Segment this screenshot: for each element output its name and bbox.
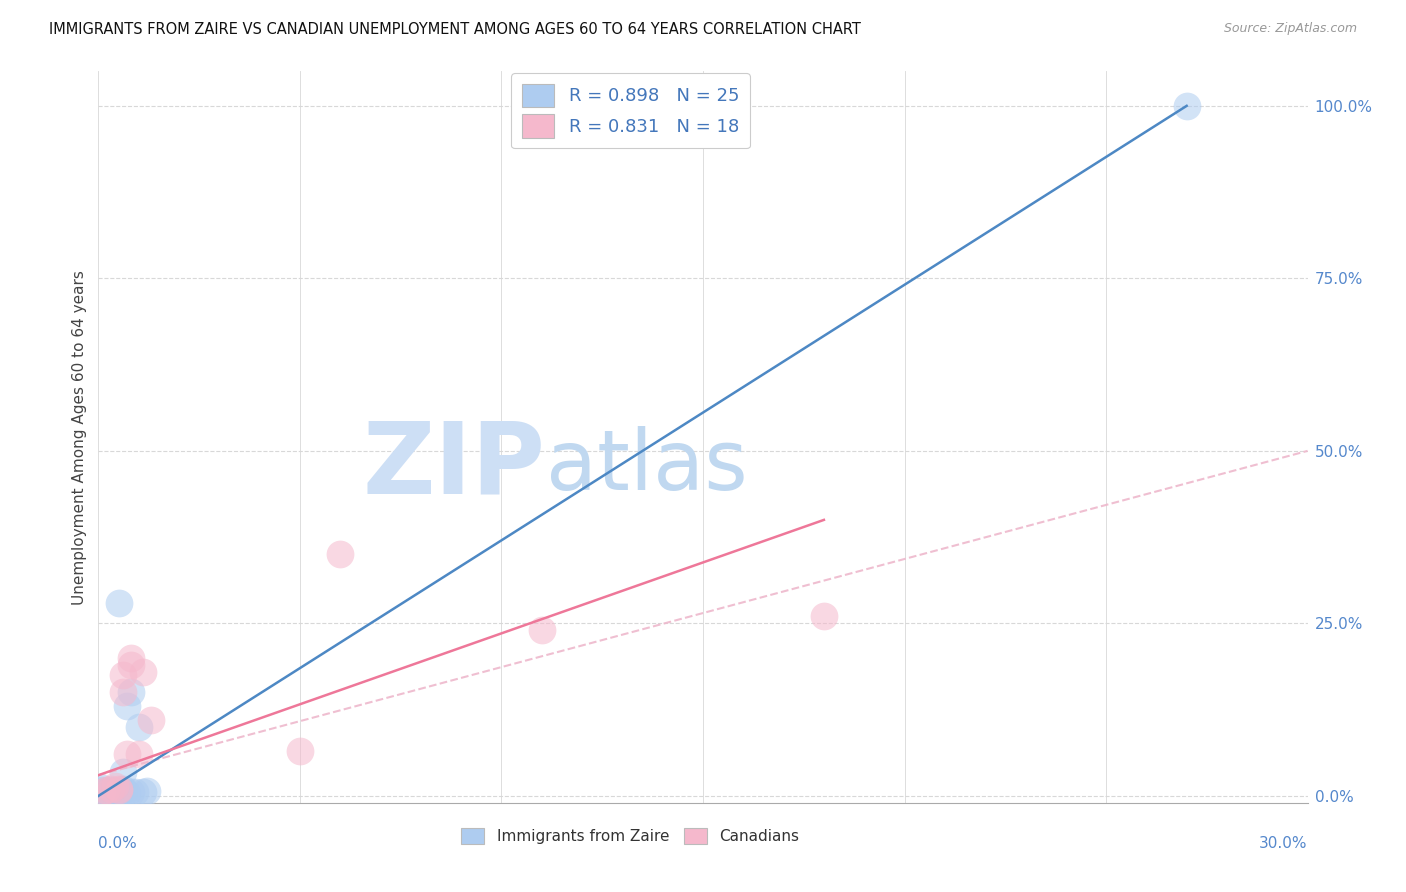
Point bbox=[91, 785, 114, 799]
Text: 0.0%: 0.0% bbox=[98, 836, 138, 851]
Legend: Immigrants from Zaire, Canadians: Immigrants from Zaire, Canadians bbox=[456, 822, 806, 850]
Point bbox=[103, 784, 125, 798]
Point bbox=[96, 785, 118, 799]
Text: IMMIGRANTS FROM ZAIRE VS CANADIAN UNEMPLOYMENT AMONG AGES 60 TO 64 YEARS CORRELA: IMMIGRANTS FROM ZAIRE VS CANADIAN UNEMPL… bbox=[49, 22, 860, 37]
Point bbox=[111, 787, 134, 801]
Y-axis label: Unemployment Among Ages 60 to 64 years: Unemployment Among Ages 60 to 64 years bbox=[72, 269, 87, 605]
Point bbox=[115, 786, 138, 800]
Point bbox=[111, 668, 134, 682]
Point bbox=[111, 782, 134, 797]
Point bbox=[288, 744, 311, 758]
Point bbox=[139, 713, 162, 727]
Point bbox=[91, 785, 114, 799]
Point bbox=[96, 786, 118, 800]
Point bbox=[711, 99, 734, 113]
Point bbox=[1175, 99, 1198, 113]
Point bbox=[115, 699, 138, 714]
Point bbox=[107, 596, 129, 610]
Point bbox=[124, 785, 146, 799]
Point bbox=[107, 786, 129, 800]
Point bbox=[107, 782, 129, 797]
Point bbox=[107, 783, 129, 797]
Point bbox=[111, 764, 134, 779]
Point bbox=[107, 788, 129, 802]
Point bbox=[96, 783, 118, 797]
Point bbox=[132, 665, 155, 679]
Point bbox=[120, 685, 142, 699]
Text: Source: ZipAtlas.com: Source: ZipAtlas.com bbox=[1223, 22, 1357, 36]
Text: atlas: atlas bbox=[546, 425, 748, 507]
Point bbox=[100, 782, 122, 797]
Point bbox=[91, 780, 114, 795]
Point bbox=[111, 685, 134, 699]
Point bbox=[329, 548, 352, 562]
Point bbox=[120, 651, 142, 665]
Point bbox=[120, 657, 142, 672]
Point bbox=[128, 747, 150, 762]
Point bbox=[120, 785, 142, 799]
Point bbox=[132, 785, 155, 799]
Point bbox=[103, 785, 125, 799]
Point bbox=[128, 720, 150, 734]
Point bbox=[530, 624, 553, 638]
Point bbox=[103, 779, 125, 793]
Point bbox=[813, 609, 835, 624]
Text: 30.0%: 30.0% bbox=[1260, 836, 1308, 851]
Point bbox=[135, 784, 157, 798]
Point bbox=[91, 783, 114, 797]
Point bbox=[115, 747, 138, 762]
Text: ZIP: ZIP bbox=[363, 417, 546, 515]
Point bbox=[100, 787, 122, 801]
Point bbox=[100, 783, 122, 797]
